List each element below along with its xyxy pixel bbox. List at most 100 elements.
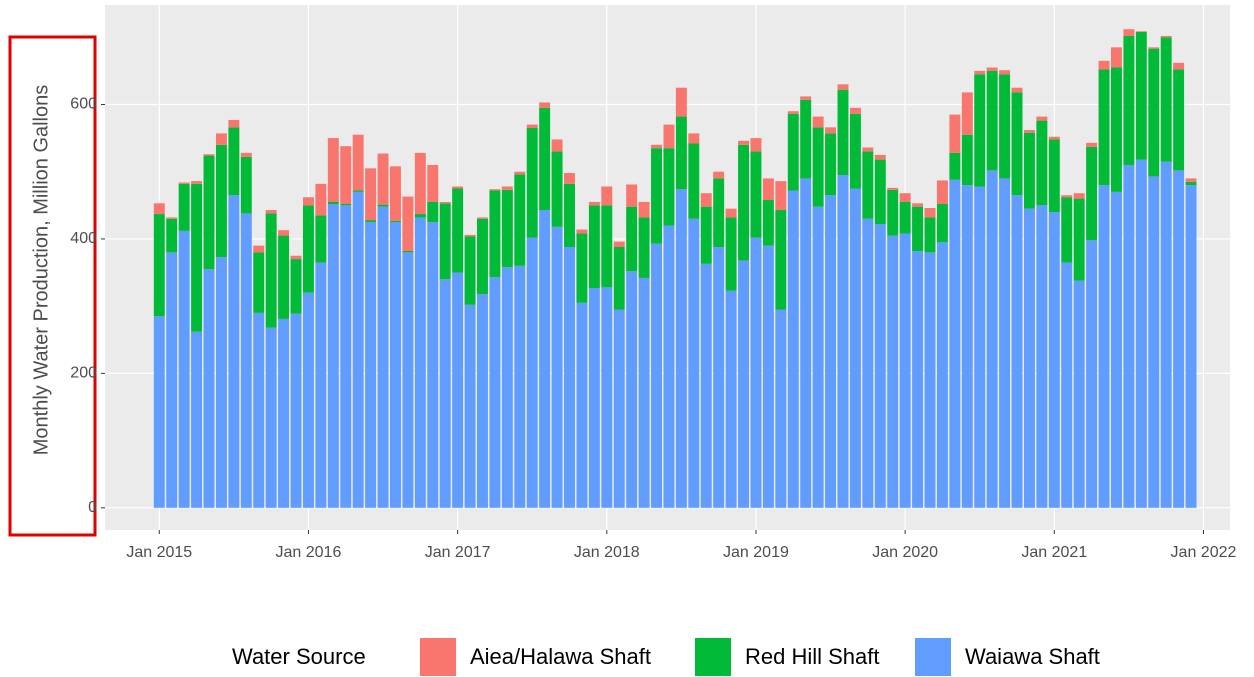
bar-segment [849, 188, 861, 508]
bar-segment [800, 99, 812, 179]
bar-segment [613, 246, 625, 310]
bar-segment [191, 183, 203, 332]
bar-segment [588, 201, 600, 206]
y-tick-label: 0 [88, 499, 97, 516]
bar-segment [961, 185, 973, 508]
bar-segment [738, 144, 750, 261]
bar-segment [1023, 208, 1035, 508]
bar-segment [887, 235, 899, 508]
bar-segment [651, 243, 662, 508]
bar-segment [576, 302, 588, 508]
bar-segment [713, 246, 725, 508]
bar-segment [961, 134, 973, 186]
bar-segment [576, 233, 588, 303]
bar-segment [253, 245, 265, 253]
bar-segment [912, 206, 924, 252]
bar-segment [986, 170, 998, 508]
bar-segment [315, 262, 327, 508]
bar-segment [812, 116, 824, 128]
bar-segment [1173, 62, 1185, 70]
bar-segment [377, 153, 389, 205]
bar-segment [613, 241, 625, 247]
bar-segment [514, 171, 526, 175]
bar-segment [464, 234, 476, 237]
bar-segment [1160, 37, 1172, 162]
bar-segment [912, 203, 924, 207]
bar-segment [564, 173, 575, 184]
bar-segment [166, 252, 178, 508]
bar-segment [825, 133, 837, 196]
bar-segment [812, 127, 824, 207]
bar-segment [178, 183, 190, 231]
bar-segment [713, 178, 725, 247]
bar-segment [775, 309, 787, 508]
bar-segment [489, 190, 501, 278]
bar-segment [1098, 185, 1110, 508]
bar-segment [1123, 35, 1135, 165]
bar-segment [576, 229, 588, 234]
bar-segment [253, 312, 265, 508]
y-tick-label: 400 [70, 230, 97, 247]
x-tick-label: Jan 2015 [126, 544, 192, 561]
bar-segment [986, 70, 998, 171]
legend-title: Water Source [232, 644, 366, 669]
bar-segment [215, 257, 227, 508]
bar-segment [1148, 176, 1160, 508]
bar-segment [899, 193, 911, 202]
bar-segment [427, 222, 439, 508]
bar-segment [477, 218, 488, 295]
bar-segment [489, 277, 501, 508]
bar-segment [874, 224, 886, 508]
y-tick-label: 200 [70, 365, 97, 382]
bar-segment [526, 128, 538, 238]
bar-segment [601, 205, 613, 288]
bar-segment [1148, 47, 1160, 49]
bar-segment [887, 189, 899, 236]
bar-segment [153, 316, 165, 508]
bar-segment [800, 96, 812, 100]
bar-segment [551, 139, 563, 152]
bar-segment [1048, 139, 1060, 213]
bar-segment [166, 218, 178, 253]
bar-segment [1061, 262, 1073, 508]
bar-segment [253, 252, 265, 313]
bar-segment [849, 107, 861, 114]
bar-segment [862, 218, 874, 508]
bar-segment [675, 87, 687, 117]
bar-segment [203, 154, 215, 156]
bar-segment [452, 272, 464, 508]
bar-segment [1061, 197, 1073, 263]
bar-segment [1110, 191, 1122, 508]
bar-segment [1048, 136, 1060, 140]
bar-segment [738, 260, 750, 508]
bar-segment [278, 230, 290, 236]
bar-segment [402, 252, 414, 508]
bar-segment [924, 252, 936, 508]
bar-segment [825, 127, 837, 134]
bar-segment [327, 201, 339, 204]
bar-segment [439, 279, 451, 508]
x-tick-label: Jan 2022 [1171, 544, 1237, 561]
legend-label: Red Hill Shaft [745, 644, 880, 669]
bar-segment [452, 186, 464, 189]
bar-segment [638, 201, 650, 218]
bar-segment [725, 290, 737, 508]
bar-segment [427, 201, 439, 223]
bar-segment [663, 225, 675, 508]
bar-segment [1123, 164, 1135, 508]
bar-segment [1160, 161, 1172, 508]
bar-segment [514, 265, 526, 508]
bar-segment [912, 251, 924, 508]
bar-segment [862, 147, 874, 152]
x-tick-label: Jan 2018 [574, 544, 640, 561]
bar-segment [414, 152, 426, 215]
bar-segment [974, 70, 986, 75]
bar-segment [153, 214, 165, 317]
bar-segment [750, 151, 762, 238]
bar-segment [439, 201, 451, 204]
bar-segment [626, 271, 638, 508]
bar-segment [215, 144, 227, 258]
bar-segment [750, 138, 762, 152]
bar-segment [340, 203, 352, 206]
